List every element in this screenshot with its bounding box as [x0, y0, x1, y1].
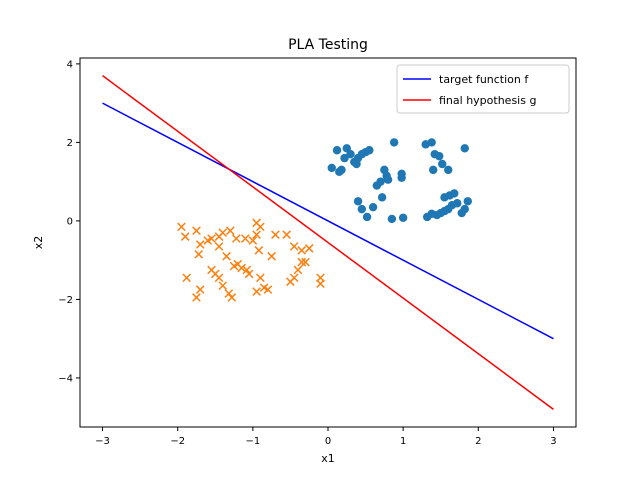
negative-point: [195, 285, 205, 294]
x-tick-label: −2: [170, 436, 185, 447]
positive-point: [353, 197, 363, 206]
positive-point: [457, 208, 466, 218]
positive-point: [460, 144, 469, 153]
plot-points: [177, 138, 472, 302]
negative-point: [231, 234, 241, 243]
positive-point: [346, 149, 355, 159]
legend-label-hypothesis: final hypothesis g: [439, 94, 536, 107]
negative-point: [192, 226, 201, 236]
y-tick-label: 2: [67, 138, 73, 149]
positive-point: [389, 138, 399, 147]
y-tick-label: 4: [67, 59, 73, 70]
x-tick-label: 3: [550, 436, 556, 447]
x-axis-label: x1: [321, 452, 335, 465]
positive-point: [357, 204, 367, 214]
positive-point: [327, 163, 336, 173]
chart-title: PLA Testing: [288, 37, 368, 53]
y-tick-label: −2: [58, 295, 73, 306]
negative-point: [263, 285, 273, 294]
negative-point: [256, 222, 265, 232]
positive-point: [435, 151, 444, 161]
positive-point: [365, 146, 374, 155]
positive-point: [463, 197, 472, 206]
legend: target function f final hypothesis g: [396, 64, 570, 114]
negative-point: [297, 257, 307, 267]
y-tick-label: 0: [67, 216, 73, 227]
x-tick-label: 2: [475, 436, 481, 447]
positive-point: [352, 159, 361, 169]
legend-label-target: target function f: [439, 73, 529, 86]
positive-point: [383, 175, 393, 184]
negative-point: [218, 228, 228, 238]
negative-point: [297, 246, 307, 255]
negative-point: [248, 236, 258, 245]
negative-point: [286, 277, 295, 287]
negative-point: [316, 279, 325, 289]
negative-point: [282, 230, 291, 239]
negative-point: [195, 240, 205, 249]
target-function-line: [102, 102, 554, 340]
negative-point: [241, 234, 250, 243]
y-axis-ticks: −4 −2 0 2 4: [58, 59, 80, 384]
x-tick-label: 0: [325, 436, 331, 447]
x-tick-label: −1: [245, 436, 260, 447]
positive-point: [335, 167, 344, 177]
x-tick-label: 1: [400, 436, 406, 447]
negative-point: [252, 230, 261, 239]
negative-point: [222, 251, 231, 261]
negative-point: [256, 273, 265, 283]
positive-point: [444, 165, 453, 175]
negative-point: [289, 242, 299, 251]
negative-point: [225, 226, 235, 236]
negative-point: [267, 251, 276, 261]
negative-point: [304, 244, 314, 253]
negative-point: [177, 222, 186, 232]
negative-point: [252, 287, 261, 296]
negative-point: [214, 273, 224, 283]
positive-point: [397, 169, 406, 179]
positive-point: [450, 189, 459, 198]
positive-point: [332, 146, 342, 155]
positive-point: [376, 177, 385, 186]
positive-point: [377, 193, 387, 202]
positive-point: [438, 159, 447, 169]
negative-point: [301, 257, 310, 267]
negative-point: [242, 265, 252, 275]
negative-point: [207, 234, 216, 243]
negative-point: [218, 281, 228, 291]
negative-point: [237, 263, 246, 273]
negative-point: [182, 273, 192, 283]
plot-lines: [102, 75, 554, 410]
positive-point: [362, 212, 372, 222]
negative-point: [180, 232, 190, 241]
positive-point: [423, 212, 432, 222]
positive-point: [398, 213, 408, 222]
positive-point: [387, 214, 397, 224]
negative-point: [214, 242, 224, 251]
negative-point: [271, 230, 280, 239]
positive-point: [368, 202, 378, 212]
final-hypothesis-line: [102, 75, 554, 410]
x-axis-ticks: −3 −2 −1 0 1 2 3: [95, 427, 557, 447]
negative-point: [244, 269, 254, 279]
negative-point: [227, 293, 237, 302]
positive-point: [427, 138, 436, 147]
x-tick-label: −3: [95, 436, 110, 447]
negative-point: [293, 265, 303, 275]
positive-point: [340, 153, 349, 163]
positive-point: [429, 165, 438, 175]
negative-point: [254, 246, 264, 255]
negative-point: [194, 249, 204, 259]
y-tick-label: −4: [58, 373, 73, 384]
negative-point: [192, 293, 201, 302]
y-axis-label: x2: [32, 236, 45, 250]
legend-box: [396, 64, 570, 114]
